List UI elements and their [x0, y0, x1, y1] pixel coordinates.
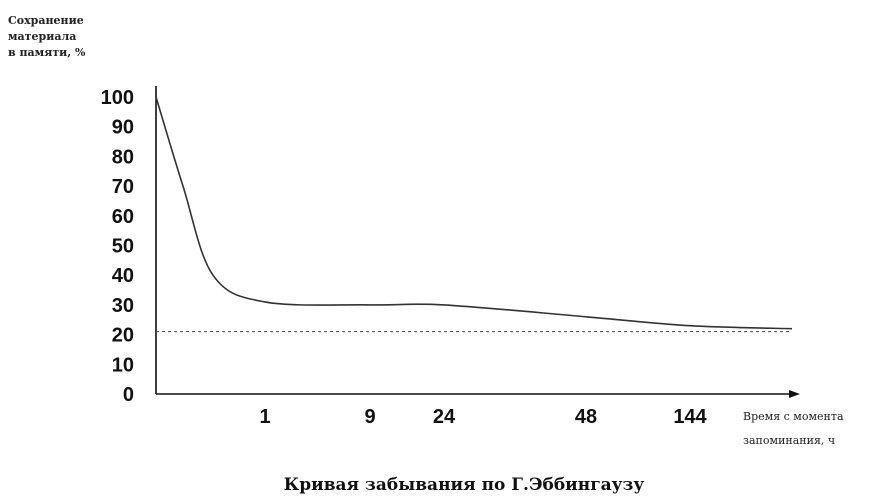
x-tick-label: 144: [673, 406, 707, 428]
x-tick-label: 9: [364, 406, 375, 428]
y-tick-label: 30: [112, 295, 134, 317]
x-tick-label: 24: [433, 406, 456, 428]
y-tick-label: 20: [112, 325, 134, 347]
y-axis-label: Сохранение материала в памяти, %: [8, 14, 86, 59]
x-tick-labels: 1 9 24 48 144: [259, 406, 707, 428]
chart-title: Кривая забывания по Г.Эббингаузу: [284, 475, 645, 495]
x-axis-label: Время с момента запоминания, ч: [743, 410, 844, 447]
x-axis-arrowhead: [789, 390, 800, 398]
y-tick-label: 50: [112, 236, 134, 258]
y-axis-label-line-3: в памяти, %: [8, 46, 86, 59]
y-tick-label: 70: [112, 176, 134, 198]
y-tick-label: 100: [101, 87, 134, 109]
x-tick-label: 48: [575, 406, 597, 428]
y-axis-label-line-2: материала: [8, 30, 76, 43]
y-tick-label: 90: [112, 117, 134, 139]
y-tick-label: 10: [112, 354, 134, 376]
x-axis-label-line-2: запоминания, ч: [743, 434, 835, 447]
y-tick-label: 0: [123, 384, 134, 406]
y-axis-label-line-1: Сохранение: [8, 14, 84, 27]
y-tick-label: 80: [112, 146, 134, 168]
y-tick-label: 60: [112, 206, 134, 228]
x-tick-label: 1: [259, 406, 270, 428]
y-tick-label: 40: [112, 265, 134, 287]
x-axis-label-line-1: Время с момента: [743, 410, 844, 423]
forgetting-curve-line: [155, 96, 793, 330]
